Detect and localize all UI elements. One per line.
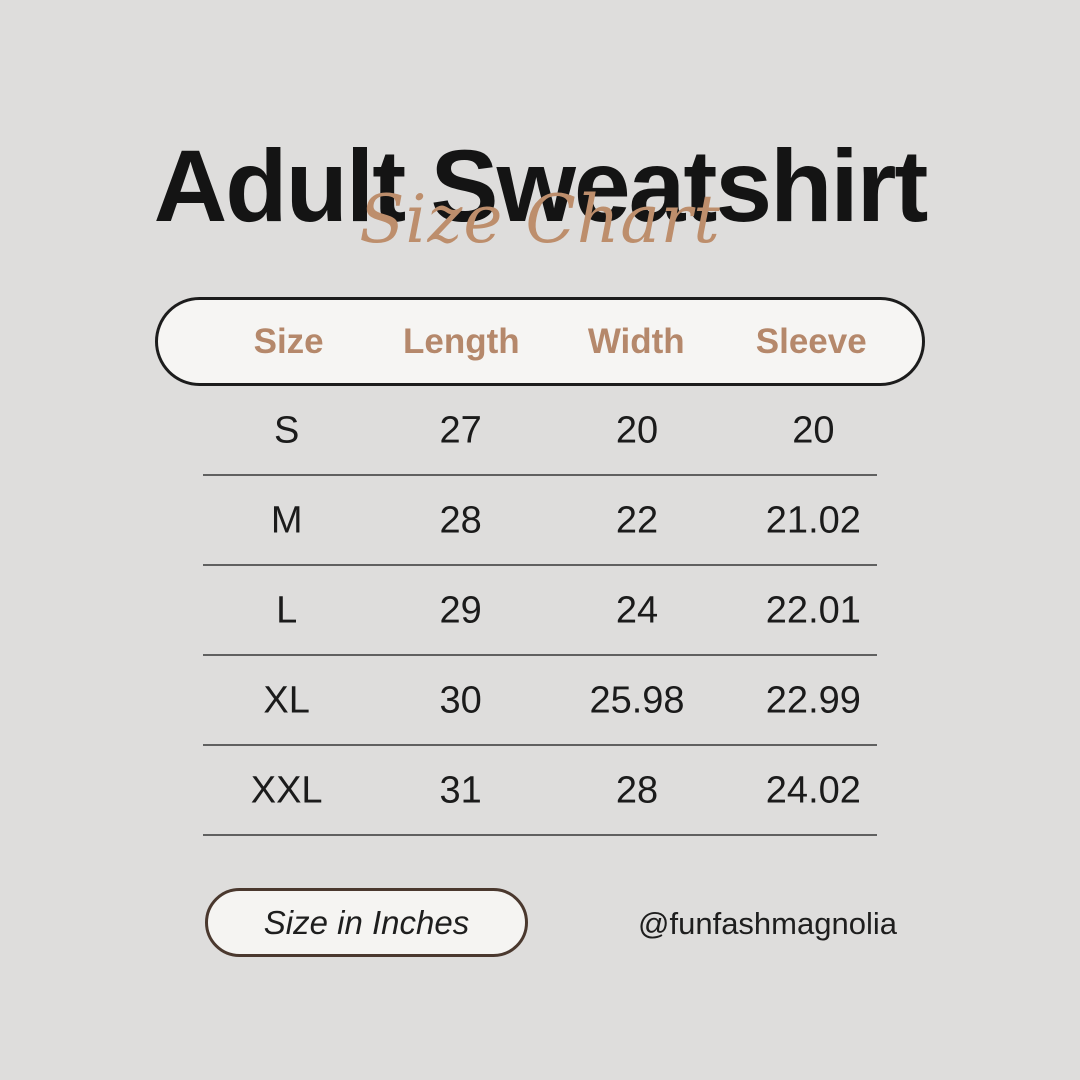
sleeve-value: 22.01 (765, 589, 861, 632)
size-label: L (276, 589, 298, 632)
size-label: M (270, 499, 303, 542)
size-in-inches-label: Size in Inches (263, 903, 470, 941)
table-row-xl: XL 30 25.98 22.99 (155, 656, 925, 746)
size-label: XXL (250, 769, 323, 812)
width-value: 25.98 (589, 679, 685, 722)
sleeve-value: 24.02 (765, 769, 861, 812)
table-row-l: L 29 24 22.01 (155, 566, 925, 656)
size-in-inches-badge: Size in Inches (205, 888, 528, 957)
size-label: S (273, 409, 300, 452)
table-row-s: S 27 20 20 (155, 386, 925, 476)
length-value: 30 (439, 679, 482, 722)
width-value: 28 (615, 769, 659, 812)
column-header-size: Size (253, 321, 324, 361)
width-value: 24 (615, 589, 659, 632)
size-table: Size Length Width Sleeve S 27 20 20 M 28… (155, 297, 925, 836)
column-header-length: Length (402, 321, 520, 361)
length-value: 31 (439, 769, 482, 812)
sleeve-value: 20 (792, 409, 835, 452)
table-row-m: M 28 22 21.02 (155, 476, 925, 566)
length-value: 27 (439, 409, 482, 452)
social-handle: @funfashmagnolia (638, 906, 897, 941)
table-row-xxl: XXL 31 28 24.02 (155, 746, 925, 836)
width-value: 20 (615, 409, 659, 452)
column-header-sleeve: Sleeve (755, 321, 867, 361)
column-header-width: Width (587, 321, 685, 361)
sleeve-value: 22.99 (765, 679, 861, 722)
sleeve-value: 21.02 (765, 499, 861, 542)
length-value: 29 (439, 589, 482, 632)
length-value: 28 (439, 499, 482, 542)
page-subtitle: Size Chart (359, 181, 721, 258)
page-title: Adult Sweatshirt (153, 129, 929, 244)
size-label: XL (263, 679, 310, 722)
width-value: 22 (615, 499, 659, 542)
table-header-row: Size Length Width Sleeve (155, 297, 925, 386)
